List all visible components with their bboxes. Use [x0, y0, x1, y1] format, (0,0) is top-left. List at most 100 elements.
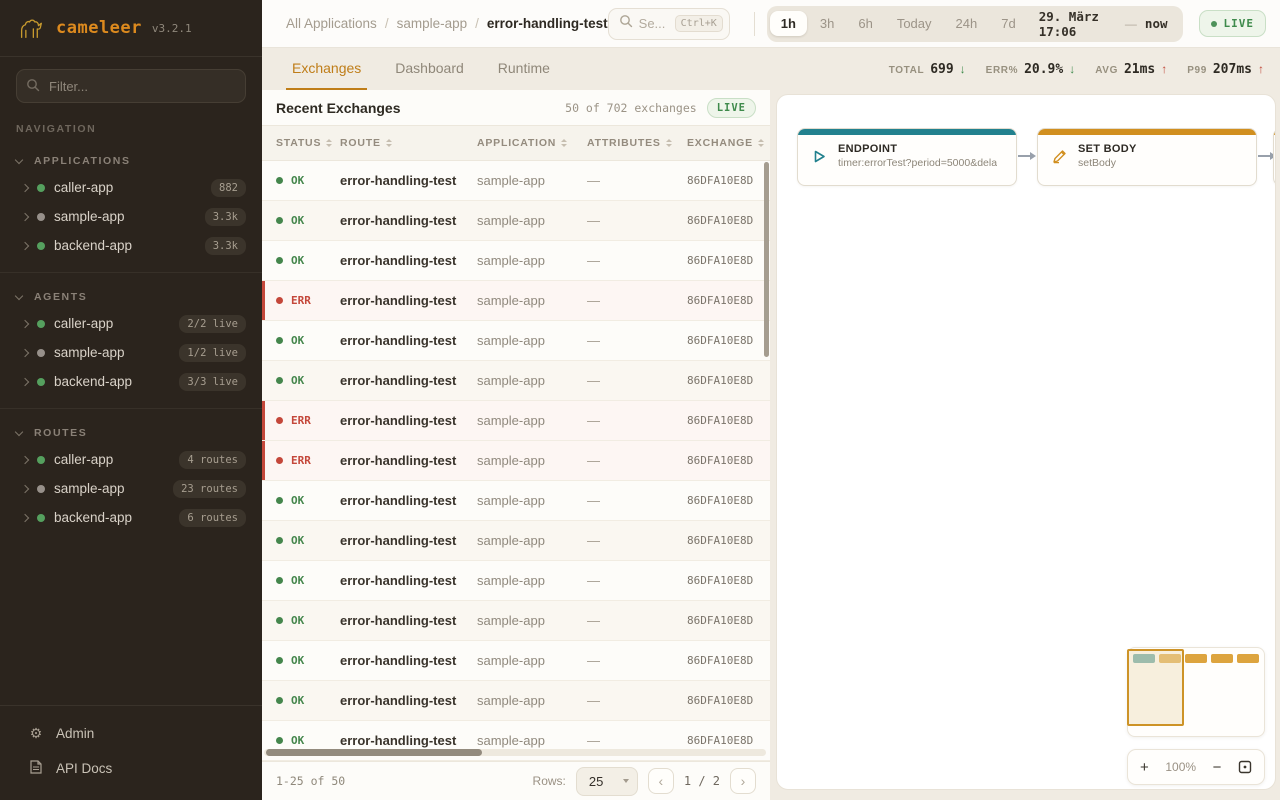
next-page-button[interactable]: ›: [730, 768, 756, 794]
column-header-route[interactable]: ROUTE: [340, 137, 477, 149]
section-header-routes[interactable]: ROUTES: [0, 421, 262, 445]
exchange-count: 50 of 702 exchanges: [565, 100, 697, 115]
time-range-6h[interactable]: 6h: [858, 16, 873, 31]
filter-input[interactable]: [16, 69, 246, 103]
diagram-node-endpoint[interactable]: ENDPOINT timer:errorTest?period=5000&del…: [797, 128, 1017, 186]
diagram-minimap[interactable]: [1127, 647, 1265, 737]
live-label: LIVE: [1223, 17, 1254, 30]
time-range-1h[interactable]: 1h: [769, 11, 807, 36]
route-cell: error-handling-test: [340, 613, 457, 628]
chevron-right-icon: [20, 241, 30, 250]
minimap-viewport[interactable]: [1127, 649, 1184, 726]
health-dot-icon: [37, 319, 45, 328]
table-row[interactable]: OK error-handling-test sample-app — 86DF…: [262, 241, 770, 281]
column-header-status[interactable]: STATUS: [262, 137, 340, 149]
sidebar-item-caller-app[interactable]: caller-app 4 routes: [0, 445, 262, 474]
table-body: OK error-handling-test sample-app — 86DF…: [262, 161, 770, 761]
attributes-cell: —: [587, 413, 600, 428]
route-diagram-canvas[interactable]: ENDPOINT timer:errorTest?period=5000&del…: [776, 94, 1276, 790]
stat-total: TOTAL 699 ↓: [889, 62, 966, 77]
column-header-attributes[interactable]: ATTRIBUTES: [587, 137, 687, 149]
stat-label: AVG: [1095, 64, 1118, 76]
status-text: OK: [291, 494, 305, 507]
tab-exchanges[interactable]: Exchanges: [286, 48, 368, 90]
table-row[interactable]: ERR error-handling-test sample-app — 86D…: [262, 401, 770, 441]
health-dot-icon: [37, 348, 45, 357]
table-row[interactable]: OK error-handling-test sample-app — 86DF…: [262, 601, 770, 641]
time-range-dates[interactable]: 29. März 17:06 — now: [1029, 9, 1180, 39]
sidebar-item-backend-app[interactable]: backend-app 3.3k: [0, 231, 262, 260]
sidebar-item-backend-app[interactable]: backend-app 3/3 live: [0, 367, 262, 396]
sidebar-item-sample-app[interactable]: sample-app 1/2 live: [0, 338, 262, 367]
trend-arrow-icon: ↓: [959, 61, 966, 76]
status-cell: OK: [262, 734, 340, 747]
diagram-edge: [1258, 152, 1275, 160]
pencil-icon: [1050, 149, 1068, 164]
table-row[interactable]: ERR error-handling-test sample-app — 86D…: [262, 441, 770, 481]
diagram-node-set-body[interactable]: SET BODY setBody: [1037, 128, 1257, 186]
sort-icon: [561, 139, 568, 147]
table-header: STATUS ROUTE APPLICATION ATTRIBUTES EXCH…: [262, 125, 770, 161]
sidebar-item-sample-app[interactable]: sample-app 3.3k: [0, 202, 262, 231]
table-row[interactable]: OK error-handling-test sample-app — 86DF…: [262, 641, 770, 681]
rows-per-page-select[interactable]: 25: [575, 766, 638, 796]
time-range-today[interactable]: Today: [896, 16, 932, 31]
zoom-out-button[interactable]: −: [1212, 758, 1222, 776]
sidebar-item-caller-app[interactable]: caller-app 882: [0, 173, 262, 202]
table-row[interactable]: OK error-handling-test sample-app — 86DF…: [262, 561, 770, 601]
status-dot-icon: [276, 297, 283, 304]
status-dot-icon: [276, 497, 283, 504]
horizontal-scrollbar-thumb[interactable]: [266, 749, 482, 756]
sidebar-item-admin[interactable]: ⚙ Admin: [0, 716, 262, 751]
attributes-cell: —: [587, 613, 600, 628]
sidebar-item-badge: 3/3 live: [179, 372, 246, 391]
sidebar-item-sample-app[interactable]: sample-app 23 routes: [0, 474, 262, 503]
column-header-application[interactable]: APPLICATION: [477, 137, 587, 149]
table-row[interactable]: OK error-handling-test sample-app — 86DF…: [262, 481, 770, 521]
search-input[interactable]: [638, 16, 669, 31]
vertical-scrollbar-thumb[interactable]: [764, 162, 769, 357]
status-dot-icon: [276, 457, 283, 464]
application-cell: sample-app: [477, 493, 545, 508]
status-cell: ERR: [262, 294, 340, 307]
diagram-node-partial[interactable]: [1273, 128, 1275, 186]
sidebar-item-label: caller-app: [54, 180, 114, 195]
rows-per-page-value: 25: [588, 773, 604, 789]
fit-view-button[interactable]: [1238, 760, 1252, 774]
zoom-in-button[interactable]: +: [1140, 758, 1149, 776]
time-range-3h[interactable]: 3h: [819, 16, 835, 31]
time-range-24h[interactable]: 24h: [955, 16, 978, 31]
table-row[interactable]: OK error-handling-test sample-app — 86DF…: [262, 321, 770, 361]
column-header-exchange[interactable]: EXCHANGE: [687, 137, 770, 149]
global-search[interactable]: Ctrl+K: [607, 7, 730, 40]
app-logo: cameleer v3.2.1: [0, 0, 262, 57]
tab-runtime[interactable]: Runtime: [497, 60, 550, 76]
table-row[interactable]: ERR error-handling-test sample-app — 86D…: [262, 281, 770, 321]
table-row[interactable]: OK error-handling-test sample-app — 86DF…: [262, 681, 770, 721]
sidebar-item-backend-app[interactable]: backend-app 6 routes: [0, 503, 262, 532]
time-range-7d[interactable]: 7d: [1001, 16, 1016, 31]
table-row[interactable]: OK error-handling-test sample-app — 86DF…: [262, 721, 770, 761]
stat-label: ERR%: [985, 64, 1019, 76]
route-cell: error-handling-test: [340, 693, 457, 708]
section-header-agents[interactable]: AGENTS: [0, 285, 262, 309]
tab-dashboard[interactable]: Dashboard: [395, 60, 464, 76]
pagination-controls: Rows: 25 ‹ 1 / 2 ›: [533, 766, 756, 796]
application-cell: sample-app: [477, 533, 545, 548]
sidebar-item-api-docs[interactable]: API Docs: [0, 751, 262, 786]
status-cell: OK: [262, 494, 340, 507]
sidebar-item-label: sample-app: [54, 481, 125, 496]
route-cell: error-handling-test: [340, 453, 457, 468]
prev-page-button[interactable]: ‹: [647, 768, 674, 794]
breadcrumb-sample-app[interactable]: sample-app: [396, 16, 468, 31]
breadcrumb-all-applications[interactable]: All Applications: [286, 16, 377, 31]
column-label: STATUS: [276, 137, 322, 149]
route-diagram-area: ENDPOINT timer:errorTest?period=5000&del…: [770, 90, 1280, 800]
live-toggle[interactable]: LIVE: [1198, 10, 1266, 37]
table-row[interactable]: OK error-handling-test sample-app — 86DF…: [262, 161, 770, 201]
sidebar-item-caller-app[interactable]: caller-app 2/2 live: [0, 309, 262, 338]
table-row[interactable]: OK error-handling-test sample-app — 86DF…: [262, 361, 770, 401]
section-header-applications[interactable]: APPLICATIONS: [0, 149, 262, 173]
table-row[interactable]: OK error-handling-test sample-app — 86DF…: [262, 201, 770, 241]
table-row[interactable]: OK error-handling-test sample-app — 86DF…: [262, 521, 770, 561]
